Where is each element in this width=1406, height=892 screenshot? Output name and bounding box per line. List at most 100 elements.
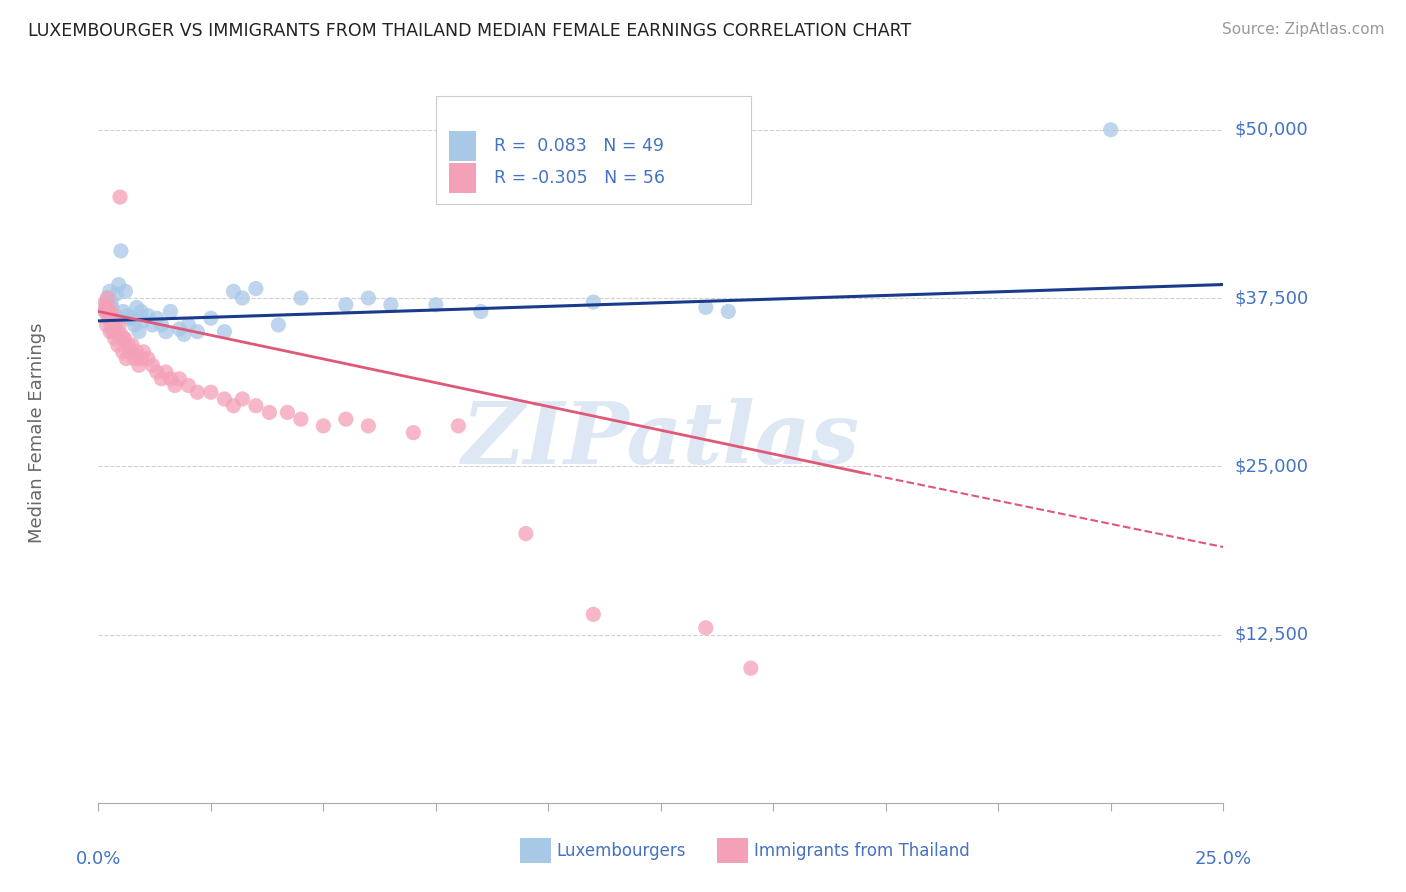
Text: $50,000: $50,000 [1234,120,1308,139]
Point [108,318,131,332]
Point [104,331,127,345]
Point [177,318,200,332]
Text: Source: ZipAtlas.com: Source: ZipAtlas.com [1222,22,1385,37]
Point [259,405,281,419]
Point [357,418,380,433]
Point [276,405,298,419]
Point [267,318,290,332]
Point [124,351,146,366]
Point [222,285,245,299]
Point [112,304,135,318]
Text: Median Female Earnings: Median Female Earnings [28,322,45,543]
Point [100,295,122,310]
Point [159,304,181,318]
Point [163,378,186,392]
Point [107,338,129,352]
Point [98,285,121,299]
Point [231,291,253,305]
Point [1099,122,1122,136]
Point [105,325,128,339]
Point [132,314,155,328]
Point [740,661,762,675]
Point [125,344,148,359]
Text: Immigrants from Thailand: Immigrants from Thailand [754,842,969,860]
Point [103,311,125,326]
Text: $12,500: $12,500 [1234,625,1309,643]
Point [121,338,143,352]
Point [695,301,717,315]
Point [245,282,267,296]
Point [447,418,470,433]
Point [110,327,132,342]
Point [150,318,173,332]
Text: 25.0%: 25.0% [1195,850,1251,868]
Point [169,372,191,386]
Point [200,311,222,326]
Point [103,318,125,332]
Point [214,325,236,339]
Point [97,311,120,326]
Point [290,412,312,426]
Point [159,372,181,386]
Text: $25,000: $25,000 [1234,458,1309,475]
Point [146,365,169,379]
Text: $37,500: $37,500 [1234,289,1309,307]
Point [117,309,139,323]
Point [118,311,141,326]
Point [582,295,605,310]
Point [470,304,492,318]
Point [104,309,127,323]
Point [94,304,117,318]
Point [335,412,357,426]
Point [155,325,177,339]
Point [94,304,117,318]
Point [717,304,740,318]
Point [101,325,124,339]
Text: Luxembourgers: Luxembourgers [557,842,686,860]
Point [111,344,134,359]
Point [141,318,163,332]
Point [141,359,163,373]
Point [114,285,136,299]
Point [112,331,135,345]
Point [129,351,152,366]
Point [146,311,169,326]
Point [222,399,245,413]
Point [97,301,120,315]
FancyBboxPatch shape [436,96,751,203]
Point [186,325,208,339]
Point [425,298,447,312]
Point [114,331,136,345]
Point [96,298,118,312]
Point [118,344,141,359]
Point [173,327,195,342]
Point [110,244,132,258]
Point [515,526,537,541]
Point [107,277,129,292]
Text: 0.0%: 0.0% [76,850,121,868]
FancyBboxPatch shape [450,163,477,193]
Point [132,344,155,359]
Point [98,325,121,339]
FancyBboxPatch shape [450,131,477,161]
Point [177,378,200,392]
Text: R =  0.083   N = 49: R = 0.083 N = 49 [495,136,665,155]
Point [96,318,118,332]
Point [312,418,335,433]
Point [200,385,222,400]
Text: R = -0.305   N = 56: R = -0.305 N = 56 [495,169,665,187]
Text: LUXEMBOURGER VS IMMIGRANTS FROM THAILAND MEDIAN FEMALE EARNINGS CORRELATION CHAR: LUXEMBOURGER VS IMMIGRANTS FROM THAILAND… [28,22,911,40]
Point [290,291,312,305]
Point [101,301,124,315]
Point [100,304,122,318]
Point [155,365,177,379]
Point [93,298,115,312]
Point [105,314,128,328]
Point [169,322,191,336]
Point [117,338,139,352]
Point [96,291,118,305]
Point [121,311,143,326]
Point [105,287,128,301]
Point [115,351,138,366]
Text: ZIPatlas: ZIPatlas [461,398,860,481]
